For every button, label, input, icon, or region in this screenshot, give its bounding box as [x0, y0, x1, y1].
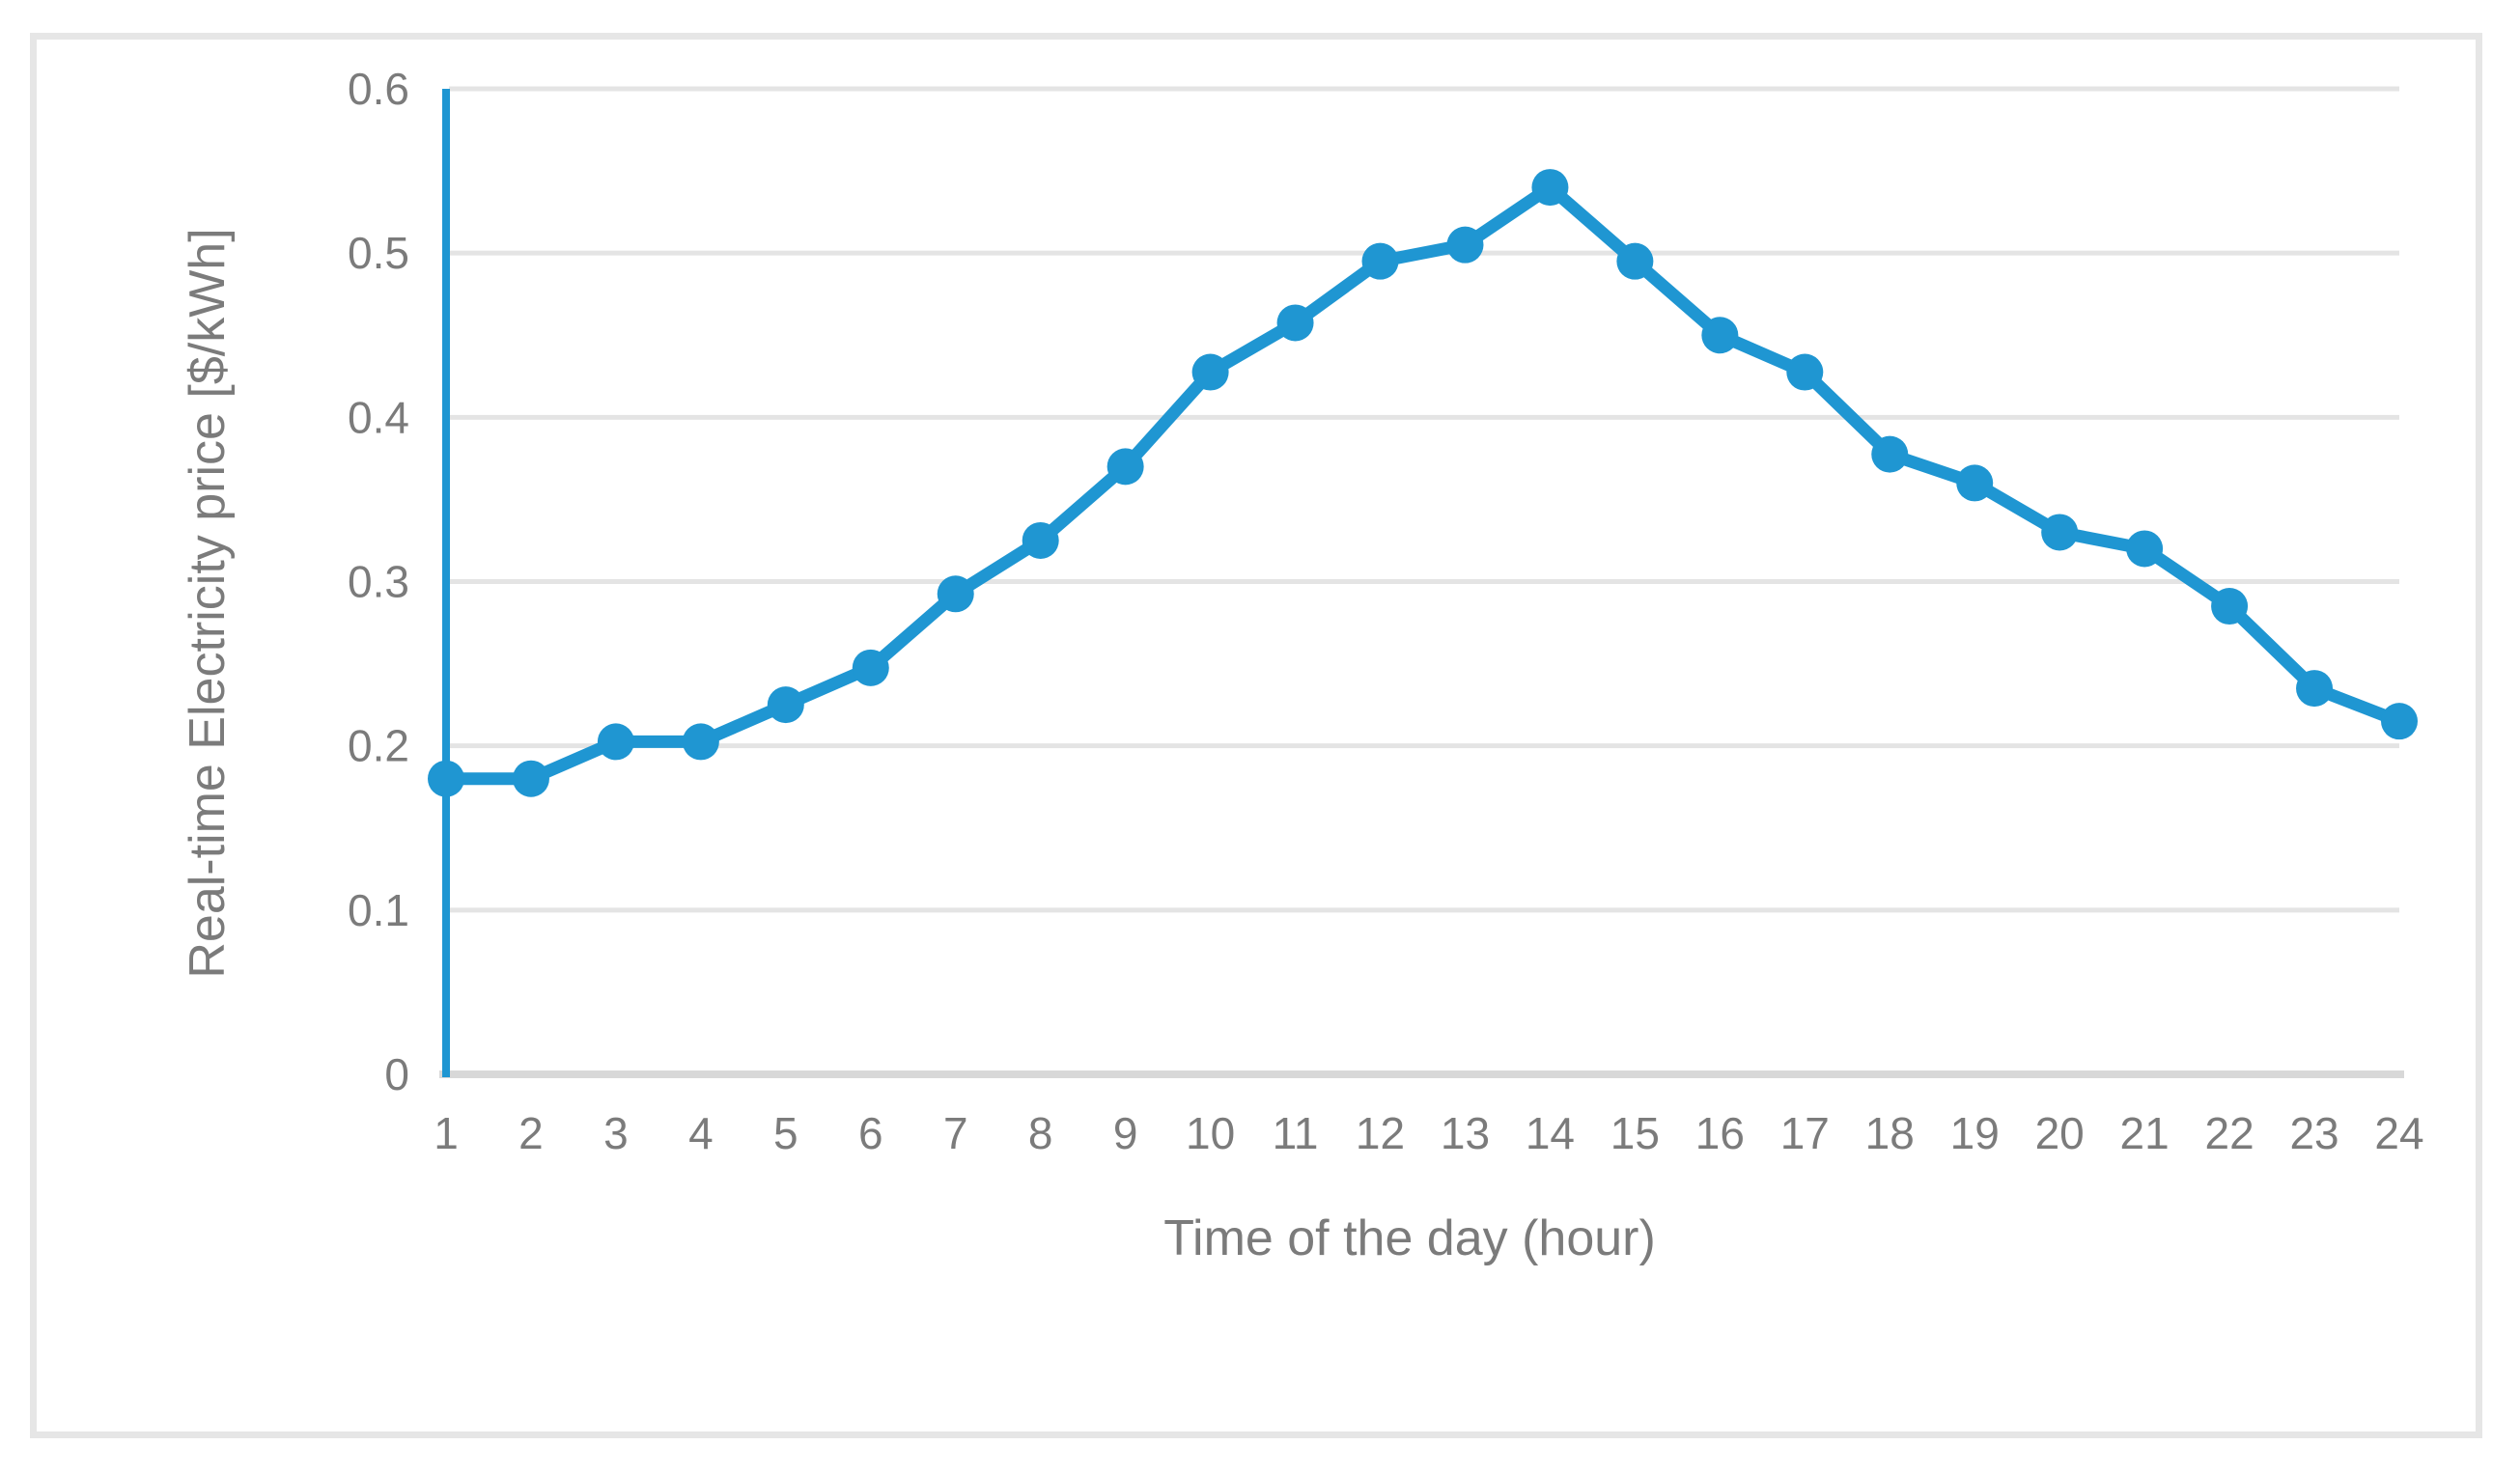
data-point-hour-16 — [1701, 317, 1739, 354]
data-point-hour-24 — [2381, 703, 2418, 740]
x-tick-label-3: 3 — [603, 1108, 629, 1158]
x-tick-label-4: 4 — [688, 1108, 714, 1158]
x-axis-title: Time of the day (hour) — [1163, 1210, 1656, 1266]
x-tick-label-11: 11 — [1273, 1108, 1319, 1158]
y-tick-label-0.5: 0.5 — [348, 228, 409, 278]
price-series — [428, 169, 2418, 797]
x-tick-label-14: 14 — [1526, 1108, 1575, 1158]
data-point-hour-17 — [1786, 353, 1824, 391]
x-tick-label-13: 13 — [1441, 1108, 1490, 1158]
y-tick-labels: 0 0.1 0.2 0.3 0.4 0.5 0.6 — [348, 64, 409, 1099]
data-point-hour-7 — [937, 575, 974, 613]
x-tick-label-2: 2 — [518, 1108, 544, 1158]
x-tick-label-17: 17 — [1780, 1108, 1830, 1158]
x-tick-label-10: 10 — [1186, 1108, 1235, 1158]
x-tick-label-7: 7 — [943, 1108, 968, 1158]
y-tick-label-0.4: 0.4 — [348, 392, 409, 442]
y-tick-label-0.2: 0.2 — [348, 721, 409, 771]
x-tick-labels: 1 2 3 4 5 6 7 8 9 10 11 12 13 14 15 16 17 18 19 20 21 22 23 24 — [434, 1108, 2423, 1158]
data-point-hour-2 — [512, 760, 549, 797]
data-point-hour-5 — [767, 686, 804, 724]
x-tick-label-20: 20 — [2035, 1108, 2085, 1158]
x-tick-label-16: 16 — [1695, 1108, 1745, 1158]
data-point-hour-11 — [1276, 304, 1314, 342]
y-tick-label-0.1: 0.1 — [348, 885, 409, 935]
data-point-hour-19 — [1956, 464, 1994, 502]
gridlines — [449, 86, 2399, 913]
data-point-hour-18 — [1871, 435, 1909, 473]
x-tick-label-6: 6 — [858, 1108, 883, 1158]
data-point-hour-6 — [852, 649, 889, 686]
data-point-hour-15 — [1616, 242, 1654, 280]
data-point-hour-3 — [597, 723, 634, 761]
data-point-hour-22 — [2211, 588, 2249, 625]
x-tick-label-5: 5 — [773, 1108, 798, 1158]
y-tick-label-0.3: 0.3 — [348, 557, 409, 607]
x-tick-label-19: 19 — [1950, 1108, 2000, 1158]
data-point-hour-14 — [1531, 169, 1569, 207]
x-tick-label-9: 9 — [1113, 1108, 1138, 1158]
data-point-hour-20 — [2041, 514, 2079, 551]
data-point-hour-21 — [2126, 530, 2164, 568]
data-point-hour-9 — [1106, 448, 1144, 486]
data-point-hour-8 — [1022, 521, 1059, 559]
data-point-hour-23 — [2296, 670, 2334, 708]
x-tick-label-24: 24 — [2374, 1108, 2423, 1158]
y-axis-title: Real-time Electricity price [$/kWh] — [180, 228, 236, 978]
x-tick-label-21: 21 — [2120, 1108, 2170, 1158]
data-point-hour-10 — [1191, 353, 1229, 391]
y-tick-label-0.6: 0.6 — [348, 64, 409, 114]
data-point-hour-12 — [1361, 242, 1399, 280]
x-tick-label-12: 12 — [1356, 1108, 1405, 1158]
x-tick-label-22: 22 — [2205, 1108, 2254, 1158]
data-point-hour-13 — [1446, 226, 1484, 264]
y-tick-label-0: 0 — [384, 1049, 409, 1099]
x-tick-label-15: 15 — [1610, 1108, 1660, 1158]
x-tick-label-23: 23 — [2289, 1108, 2338, 1158]
x-tick-label-18: 18 — [1865, 1108, 1915, 1158]
data-point-hour-4 — [682, 723, 719, 761]
data-point-hour-1 — [428, 760, 464, 797]
x-tick-label-8: 8 — [1028, 1108, 1053, 1158]
x-tick-label-1: 1 — [434, 1108, 459, 1158]
